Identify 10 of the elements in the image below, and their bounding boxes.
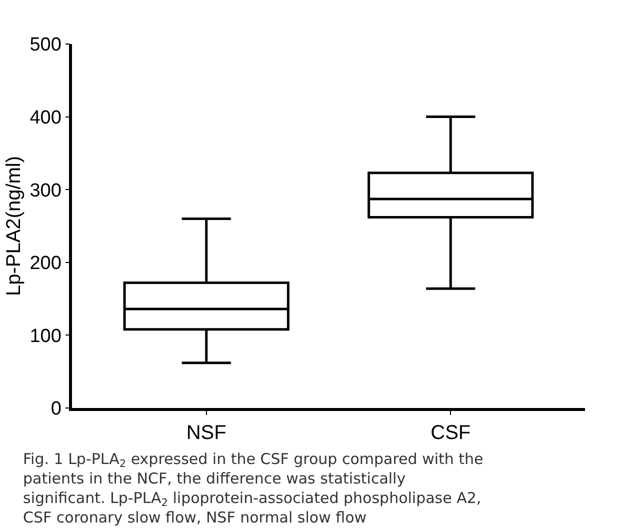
y-tick-label: 0 [50, 398, 62, 420]
x-tick-label: CSF [430, 422, 471, 444]
y-tick-label: 500 [30, 34, 62, 56]
y-axis-title: Lp-PLA2(ng/ml) [3, 156, 26, 296]
y-tick-label: 400 [30, 107, 62, 128]
caption: Fig. 1 Lp-PLA$_{2}$ expressed in the CSF group compared with the patients in the NCF, the difference was statistically significant. Lp-PLA$_{2}$ lipoprotein-associated phospholipase A2, CSF coronary slow flow, NSF normal slow flow [23, 450, 484, 526]
x-tick-label: NSF [186, 422, 226, 444]
y-tick-label: 300 [30, 180, 62, 202]
y-tick-label: 100 [30, 326, 62, 347]
y-tick-label: 200 [30, 253, 62, 274]
